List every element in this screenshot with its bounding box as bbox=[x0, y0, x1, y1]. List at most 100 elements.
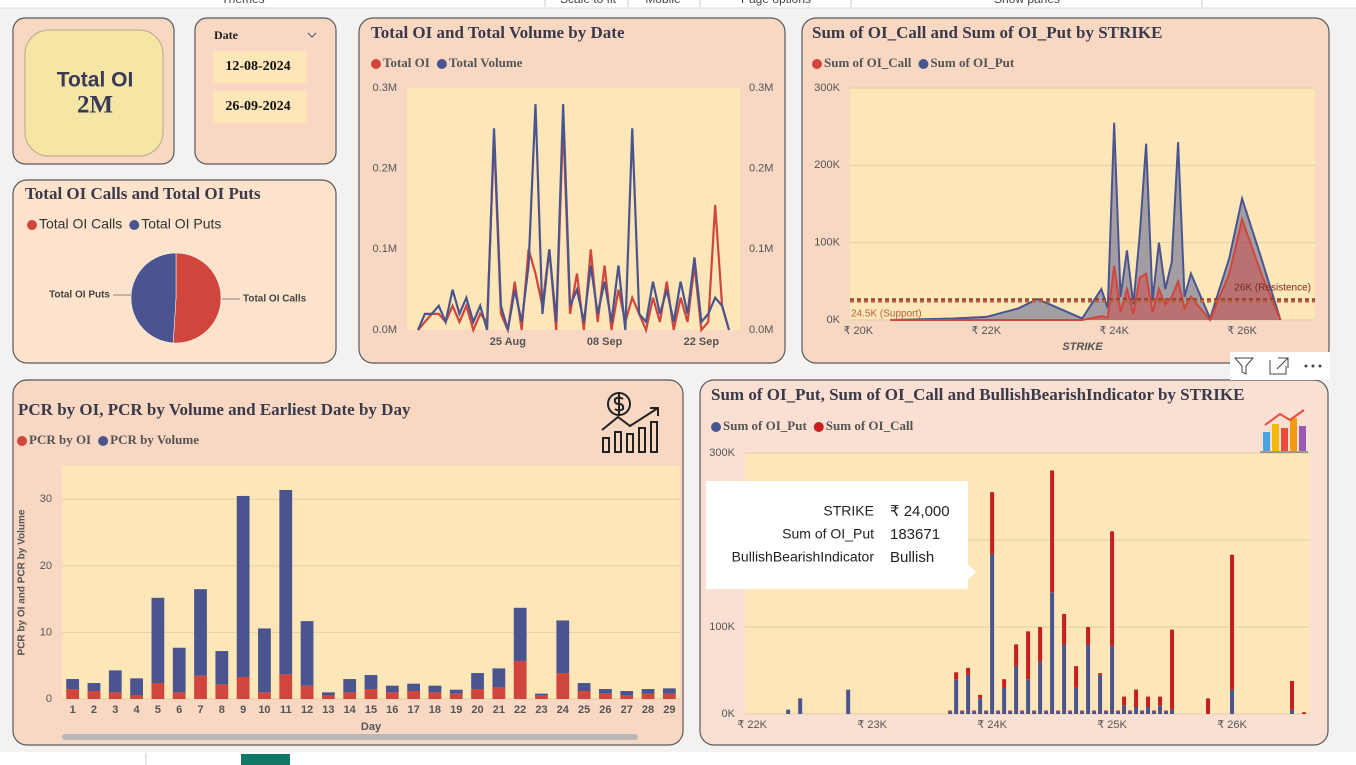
bar-segment bbox=[1206, 698, 1211, 714]
x-tick-label: 1 bbox=[70, 704, 76, 716]
x-tick-label: ₹ 22K bbox=[971, 325, 1001, 337]
ribbon-item[interactable]: Scale to fit bbox=[560, 0, 617, 6]
chart-title: Total OI and Total Volume by Date bbox=[371, 23, 625, 42]
legend-marker bbox=[27, 220, 37, 230]
page-tab[interactable] bbox=[241, 754, 290, 765]
bar-segment bbox=[1098, 674, 1103, 714]
bar-segment bbox=[1104, 711, 1109, 714]
bar-segment bbox=[258, 628, 271, 693]
legend-marker bbox=[371, 59, 381, 69]
pie-label: Total OI Calls bbox=[243, 294, 307, 305]
tooltip-value: ₹ 24,000 bbox=[890, 503, 950, 520]
bar-segment bbox=[577, 683, 591, 692]
ribbon-item[interactable]: Show panes bbox=[994, 0, 1060, 6]
x-tick-label: ₹ 22K bbox=[737, 719, 767, 731]
y-tick-label: 100K bbox=[709, 621, 735, 633]
x-tick-label: 25 Aug bbox=[490, 336, 526, 348]
y-tick-label: 30 bbox=[40, 493, 52, 505]
bar-segment bbox=[108, 692, 122, 699]
legend-marker bbox=[436, 59, 447, 69]
ribbon-item[interactable]: Themes bbox=[221, 0, 264, 6]
ribbon-item[interactable]: Mobile bbox=[645, 0, 681, 6]
bar-segment bbox=[449, 693, 463, 699]
y2-tick-label: 0.0M bbox=[749, 324, 773, 336]
bar-segment bbox=[1080, 711, 1085, 714]
pie-label: Total OI Puts bbox=[49, 290, 110, 301]
legend-label: Sum of OI_Call bbox=[826, 418, 914, 433]
y-tick-label: 100K bbox=[814, 237, 840, 249]
bar-segment bbox=[1128, 711, 1133, 714]
bar-segment bbox=[972, 711, 977, 714]
x-tick-label: 25 bbox=[578, 704, 590, 716]
bar-segment bbox=[846, 689, 851, 714]
slicer-input[interactable] bbox=[213, 91, 307, 123]
bar-segment bbox=[364, 689, 378, 699]
y-tick-label: 10 bbox=[40, 626, 52, 638]
bar-segment bbox=[1008, 710, 1013, 712]
bar-segment bbox=[1170, 709, 1175, 714]
bar-segment bbox=[279, 489, 293, 675]
x-tick-label: 19 bbox=[450, 704, 462, 716]
x-tick-label: 22 bbox=[514, 704, 526, 716]
tooltip-key: STRIKE bbox=[823, 503, 874, 519]
bar-segment bbox=[1050, 470, 1055, 593]
bar-segment bbox=[87, 683, 101, 692]
bar-segment bbox=[1140, 710, 1145, 712]
tooltip-pointer bbox=[967, 563, 976, 581]
bar-segment bbox=[66, 679, 80, 690]
x-tick-label: 6 bbox=[176, 704, 182, 716]
area-line bbox=[890, 122, 1282, 322]
legend-label: Total OI bbox=[383, 55, 430, 70]
filter-icon[interactable] bbox=[1233, 357, 1255, 375]
pie-slice bbox=[130, 252, 177, 344]
bar-segment bbox=[1038, 627, 1043, 662]
bar-segment bbox=[1002, 679, 1007, 688]
more-options[interactable] bbox=[1304, 364, 1322, 368]
bar-segment bbox=[321, 692, 335, 696]
bar-segment bbox=[954, 679, 959, 714]
area-fill bbox=[890, 219, 1281, 320]
bar-segment bbox=[1080, 710, 1085, 712]
card-value: 2M bbox=[77, 92, 113, 119]
bar-segment bbox=[1098, 673, 1103, 675]
legend-marker bbox=[98, 436, 109, 446]
bar-segment bbox=[108, 670, 122, 693]
legend-label: Total OI Calls bbox=[39, 216, 122, 232]
x-tick-label: 20 bbox=[471, 704, 483, 716]
y2-tick-label: 0.1M bbox=[749, 243, 773, 255]
legend-marker bbox=[711, 422, 721, 432]
tooltip-value: Bullish bbox=[890, 549, 934, 566]
bar-segment bbox=[1290, 709, 1295, 714]
ribbon-item[interactable]: Page options bbox=[741, 0, 811, 6]
bar-segment bbox=[556, 620, 570, 674]
focus-icon[interactable] bbox=[1269, 357, 1289, 375]
legend-marker bbox=[129, 220, 140, 230]
slicer-chevron[interactable] bbox=[307, 32, 317, 38]
bar-segment bbox=[1068, 711, 1073, 714]
x-tick-label: 23 bbox=[535, 704, 547, 716]
chart-title: Sum of OI_Call and Sum of OI_Put by STRI… bbox=[812, 23, 1162, 42]
y-tick-label: 20 bbox=[40, 560, 52, 572]
bar-segment bbox=[492, 687, 506, 699]
y-tick-label: 200K bbox=[814, 159, 840, 171]
bar-segment bbox=[215, 684, 229, 699]
x-tick-label: 21 bbox=[493, 704, 505, 716]
chart-title: Total OI Calls and Total OI Puts bbox=[25, 184, 261, 203]
bar-segment bbox=[1230, 554, 1235, 690]
x-tick-label: 7 bbox=[197, 704, 203, 716]
bar-segment bbox=[1230, 689, 1235, 714]
bar-segment bbox=[1086, 627, 1091, 645]
y-tick-label: 0.1M bbox=[373, 243, 397, 255]
bar-segment bbox=[786, 709, 791, 714]
slicer-input[interactable] bbox=[213, 51, 307, 83]
bar-segment bbox=[960, 710, 965, 712]
bar-segment bbox=[300, 685, 314, 699]
chart-title: PCR by OI, PCR by Volume and Earliest Da… bbox=[18, 400, 411, 419]
bar-segment bbox=[1056, 711, 1061, 714]
scrollbar[interactable] bbox=[62, 734, 638, 740]
bar-segment bbox=[1044, 711, 1049, 714]
bar-segment bbox=[1302, 712, 1307, 714]
x-tick-label: 18 bbox=[429, 704, 441, 716]
area-line bbox=[890, 215, 1282, 322]
y-tick-label: 300K bbox=[814, 82, 840, 94]
